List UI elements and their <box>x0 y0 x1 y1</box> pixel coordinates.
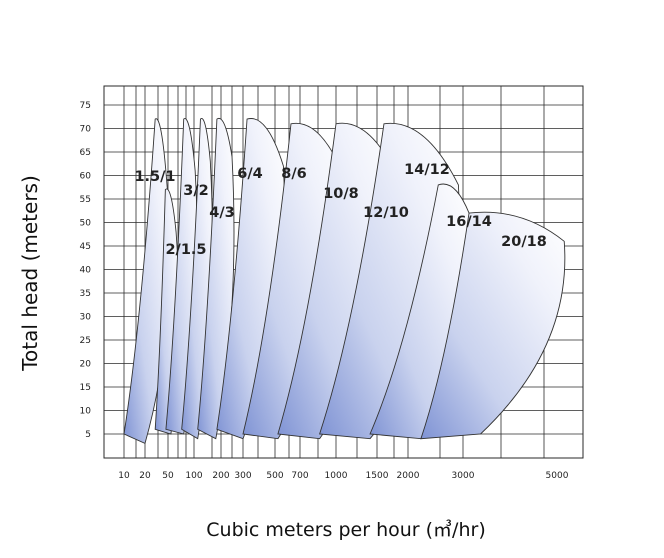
y-axis-ticks: 5 10 15 20 25 30 35 40 45 50 55 60 65 70 75 <box>80 101 92 440</box>
y-tick-label: 45 <box>80 242 91 252</box>
y-tick-label: 25 <box>80 336 91 346</box>
region-labels: 1.5/1 2/1.5 3/24/3 6/4 8/6 10/812/10 14/12 16/1… <box>134 162 546 258</box>
y-tick-label: 75 <box>80 101 91 111</box>
y-tick-label: 50 <box>80 219 92 229</box>
y-tick-label: 55 <box>80 195 91 205</box>
region-label-12-10: 12/10 <box>363 205 409 221</box>
x-tick-label: 3000 <box>452 471 475 481</box>
y-tick-label: 20 <box>80 360 92 370</box>
x-axis-ticks: 10 20 50 100 200 300 500 700 1000 1500 2000 3000 500… <box>118 471 568 481</box>
y-tick-label: 70 <box>80 125 92 135</box>
plot-frame <box>103 85 584 459</box>
y-tick-label: 35 <box>80 289 91 299</box>
x-axis-title: Cubic meters per hour (㎥/hr) <box>206 519 485 541</box>
y-tick-label: 15 <box>80 383 91 393</box>
pump-regions <box>123 117 566 445</box>
y-tick-label: 30 <box>80 313 92 323</box>
region-label-8-6: 8/6 <box>281 166 306 182</box>
y-tick-label: 40 <box>80 266 92 276</box>
region-label-16-14: 16/14 <box>446 214 492 230</box>
x-tick-label: 5000 <box>546 471 569 481</box>
y-tick-label: 5 <box>85 430 91 440</box>
x-tick-label: 20 <box>139 471 151 481</box>
region-label-14-12: 14/12 <box>404 162 450 178</box>
x-tick-label: 500 <box>266 471 283 481</box>
x-tick-label: 50 <box>162 471 174 481</box>
y-axis-title: Total head (meters) <box>18 175 42 372</box>
x-tick-label: 1000 <box>325 471 348 481</box>
region-label-10-8: 10/8 <box>323 186 359 202</box>
x-tick-label: 2000 <box>397 471 420 481</box>
region-label-2-1-5: 2/1.5 <box>165 242 206 258</box>
x-tick-label: 300 <box>234 471 251 481</box>
region-label-3-2: 3/2 <box>183 183 208 199</box>
region-label-1-5-1: 1.5/1 <box>134 169 175 185</box>
y-tick-label: 10 <box>80 407 92 417</box>
x-tick-label: 700 <box>291 471 308 481</box>
region-label-20-18: 20/18 <box>501 234 547 250</box>
y-tick-label: 65 <box>80 148 91 158</box>
region-label-6-4: 6/4 <box>237 166 262 182</box>
pump-region-20-18 <box>420 211 566 440</box>
x-tick-label: 200 <box>212 471 229 481</box>
y-tick-label: 60 <box>80 172 92 182</box>
x-tick-label: 10 <box>118 471 130 481</box>
x-tick-label: 1500 <box>366 471 389 481</box>
region-label-4-3: 4/3 <box>209 205 234 221</box>
x-tick-label: 100 <box>185 471 202 481</box>
